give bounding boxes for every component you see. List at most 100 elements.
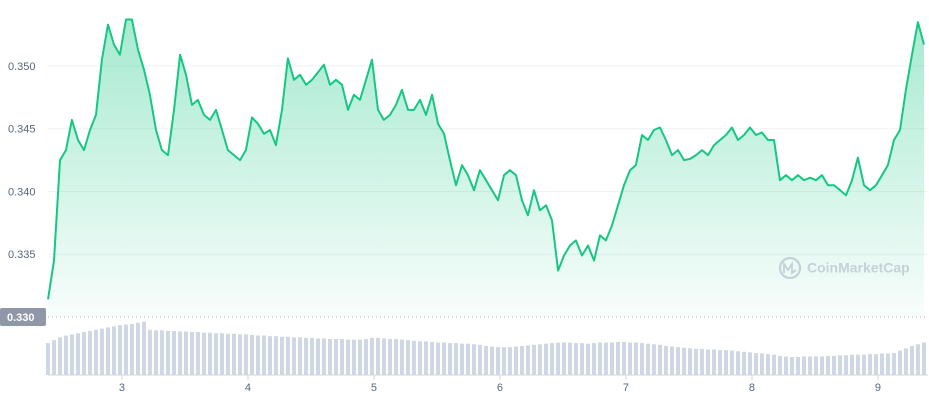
y-tick-label: 0.330 [7, 312, 35, 324]
volume-bar [808, 356, 813, 375]
volume-bar [616, 341, 621, 375]
volume-bar [724, 350, 729, 375]
volume-bar [915, 344, 920, 375]
watermark: CoinMarketCap [778, 256, 910, 280]
volume-bar [657, 344, 662, 375]
x-tick-label: 9 [875, 382, 881, 394]
volume-bar [838, 355, 843, 375]
volume-bar [747, 352, 752, 375]
volume-bar [346, 339, 351, 375]
volume-bar [850, 354, 855, 375]
volume-bar [82, 332, 87, 375]
plot [47, 18, 925, 317]
volume-bar [243, 334, 248, 375]
x-tick-label: 7 [623, 382, 629, 394]
volume-bar [304, 337, 309, 375]
volume-bar [561, 342, 566, 375]
volume-bar [316, 338, 321, 375]
volume-bar [238, 334, 243, 375]
volume-bar [327, 339, 332, 375]
price-area [48, 19, 924, 317]
volume-bar [387, 339, 392, 375]
volume-bar [112, 326, 117, 375]
volume-bar [321, 338, 326, 375]
volume-bar [394, 339, 399, 375]
volume-bar [898, 350, 903, 375]
volume-bar [268, 336, 273, 375]
volume-bar [706, 349, 710, 375]
volume-bar [663, 346, 668, 375]
volume-bar [789, 357, 794, 375]
y-tick-label: 0.350 [8, 61, 36, 73]
volume-bar [117, 325, 122, 375]
y-tick-label: 0.335 [8, 249, 36, 261]
x-tick-label: 5 [371, 382, 377, 394]
volume-bar [153, 330, 158, 375]
volume-bar [261, 335, 266, 375]
volume-bar [351, 339, 356, 375]
volume-bar [609, 342, 614, 375]
volume-bar [507, 347, 512, 375]
volume-bar [676, 347, 681, 375]
volume-bar [832, 355, 837, 375]
volume-bar [178, 331, 183, 375]
volume-bar [513, 346, 518, 375]
volume-bar [291, 337, 296, 375]
volume-bar [442, 342, 447, 375]
volume-bar [531, 344, 536, 375]
volume-bar [729, 350, 734, 375]
volume-bar [190, 332, 195, 375]
volume-bar [99, 328, 104, 375]
volume-bar [213, 333, 218, 375]
volume-bar [417, 341, 422, 375]
volume-bar [502, 347, 507, 375]
volume-bar [813, 356, 818, 375]
volume-bar [754, 352, 759, 375]
volume-bar [651, 344, 656, 375]
x-tick-label: 3 [119, 382, 125, 394]
volume-bar [424, 341, 429, 375]
volume-bar [298, 337, 303, 375]
volume-bar [369, 337, 374, 375]
volume-bar [165, 330, 170, 375]
volume-bar [573, 343, 578, 375]
volume-bar [381, 338, 386, 375]
volume-bar [520, 346, 525, 375]
volume-bar [46, 343, 50, 375]
volume-bar [273, 336, 278, 375]
volume-bar [772, 354, 777, 375]
volume-bar [135, 322, 140, 375]
volume-bar [472, 344, 477, 375]
volume-bar [891, 352, 896, 375]
volume-bar [712, 349, 717, 375]
volume-bar [802, 356, 807, 375]
volume-bar [220, 333, 225, 375]
volume-bar [94, 329, 99, 375]
volume-bar [820, 356, 825, 375]
volume-bar [87, 330, 92, 375]
volume-bar [159, 330, 164, 375]
volume-bars [46, 321, 926, 375]
volume-bar [543, 343, 548, 375]
volume-bar [646, 343, 651, 375]
x-tick-label: 8 [749, 382, 755, 394]
volume-bar [669, 346, 674, 375]
volume-bar [735, 351, 740, 375]
volume-bar [903, 348, 908, 375]
volume-bar [921, 342, 926, 375]
volume-bar [598, 342, 603, 375]
volume-bar [105, 327, 110, 375]
volume-bar [682, 347, 687, 375]
volume-bar [825, 355, 830, 375]
volume-bar [447, 343, 452, 375]
volume-bar [460, 343, 465, 375]
volume-bar [742, 351, 747, 375]
axes: 0.330 0.335 0.340 0.345 0.350 3 4 5 6 7 8 9 [0, 61, 928, 394]
volume-bar [430, 341, 435, 375]
volume-bar [123, 324, 128, 375]
volume-bar [405, 340, 410, 375]
volume-bar [586, 343, 591, 375]
volume-bar [477, 344, 482, 375]
volume-bar [334, 339, 339, 375]
